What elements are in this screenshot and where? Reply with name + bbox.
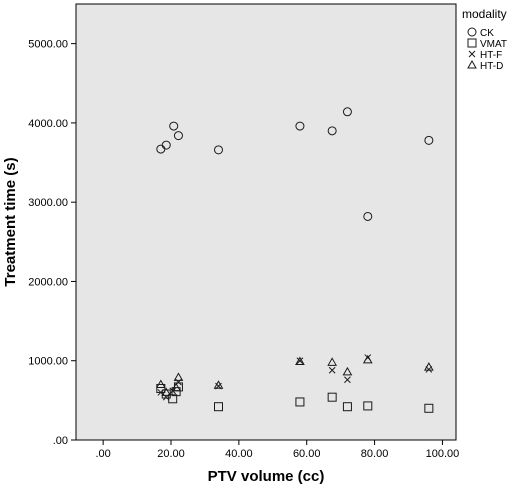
y-tick-label: 1000.00 [28, 356, 68, 368]
data-point-ht-d [423, 362, 434, 371]
x-tick-label: .00 [95, 448, 110, 460]
legend-label-vmat: VMAT [480, 39, 507, 50]
data-point-vmat [363, 401, 373, 411]
data-point-ck [342, 107, 352, 117]
y-tick-label: 3000.00 [28, 197, 68, 209]
data-point-ht-d [213, 380, 224, 389]
x-axis-title: PTV volume (cc) [208, 468, 325, 485]
legend-marker-ht-f [468, 50, 476, 58]
y-axis: .00 1000.00 2000.00 3000.00 4000.00 5000.00 [28, 39, 76, 447]
legend-label-ht-f: HT-F [480, 50, 502, 61]
x-tick-label: 40.00 [225, 448, 253, 460]
data-point-vmat [295, 397, 305, 407]
data-point-vmat [424, 403, 434, 413]
data-point-ht-d [327, 357, 338, 366]
data-point-ck [424, 135, 434, 145]
data-point-ht-d [171, 382, 181, 392]
data-point-ht-d [161, 387, 172, 396]
x-tick-label: 60.00 [293, 448, 321, 460]
data-point-ht-d [362, 354, 373, 364]
data-point-ht-f [296, 357, 304, 365]
y-axis-title: Treatment time (s) [2, 157, 19, 286]
data-point-ck [169, 121, 179, 131]
legend-marker-ck [467, 27, 477, 37]
x-tick-label: 20.00 [157, 448, 185, 460]
data-point-ht-d [155, 379, 166, 389]
data-point-ck [173, 131, 183, 141]
x-axis: .00 20.00 40.00 60.00 80.00 100.00 [95, 440, 459, 460]
legend-label-ht-d: HT-D [480, 61, 503, 72]
legend-title: modality [462, 7, 507, 21]
series-ck [156, 107, 434, 221]
data-point-ht-d [173, 372, 184, 381]
data-point-ck [214, 145, 223, 155]
data-point-ck [363, 211, 373, 221]
y-tick-label: 2000.00 [28, 276, 68, 288]
plot-area [75, 3, 457, 441]
data-point-ht-d [342, 366, 353, 376]
data-point-vmat [342, 402, 352, 412]
data-point-ht-f [344, 376, 351, 384]
y-tick-label: .00 [53, 435, 68, 447]
data-point-vmat [214, 402, 223, 412]
data-point-ck [327, 126, 337, 136]
data-point-vmat [327, 392, 337, 402]
legend-marker-vmat [467, 38, 477, 48]
data-point-ht-d [295, 356, 305, 366]
data-point-vmat [168, 394, 178, 404]
legend-marker-ht-d [467, 59, 477, 69]
x-tick-label: 100.00 [426, 448, 460, 460]
data-points [155, 107, 434, 413]
y-tick-label: 5000.00 [28, 39, 68, 51]
y-tick-label: 4000.00 [28, 118, 68, 130]
legend-label-ck: CK [480, 28, 494, 39]
data-point-ck [295, 121, 305, 131]
data-point-ht-f [328, 366, 336, 374]
x-tick-label: 80.00 [361, 448, 389, 460]
series-ht-d [155, 354, 434, 396]
data-point-ck [161, 140, 171, 150]
